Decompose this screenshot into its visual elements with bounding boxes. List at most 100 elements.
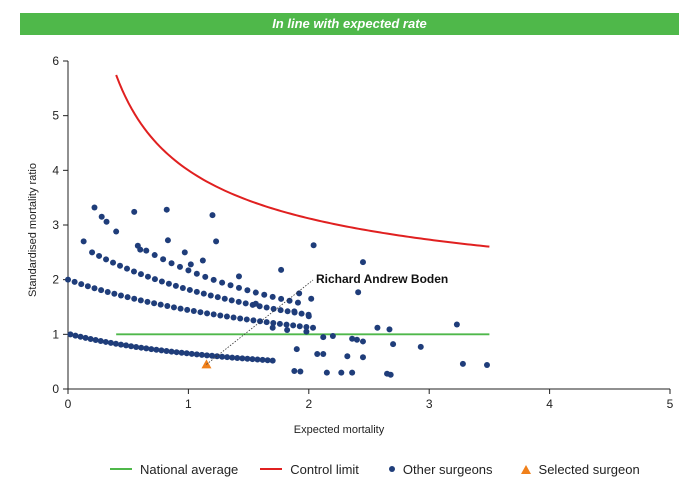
other-surgeon-point bbox=[296, 323, 303, 330]
other-surgeon-point bbox=[137, 297, 144, 304]
annotation-group: Richard Andrew Boden bbox=[206, 272, 448, 365]
other-surgeon-point bbox=[344, 353, 351, 360]
other-surgeon-point bbox=[286, 297, 293, 304]
status-banner: In line with expected rate bbox=[20, 13, 679, 35]
other-surgeon-point bbox=[269, 357, 276, 364]
other-surgeon-point bbox=[72, 332, 79, 339]
other-surgeon-point bbox=[65, 276, 71, 283]
other-surgeon-point bbox=[157, 301, 164, 308]
other-surgeon-point bbox=[209, 212, 216, 219]
other-surgeon-point bbox=[278, 295, 285, 302]
other-surgeon-point bbox=[163, 348, 170, 355]
other-surgeon-point bbox=[97, 337, 104, 344]
other-surgeon-point bbox=[163, 206, 170, 213]
other-surgeon-point bbox=[283, 321, 290, 328]
other-surgeon-point bbox=[235, 284, 242, 291]
other-surgeon-point bbox=[297, 368, 304, 375]
other-surgeon-point bbox=[239, 355, 246, 362]
legend-swatch-other-surgeons bbox=[388, 466, 395, 472]
other-surgeon-point bbox=[177, 305, 184, 312]
other-surgeon-point bbox=[82, 334, 89, 341]
other-surgeon-point bbox=[244, 355, 251, 362]
other-surgeon-point bbox=[349, 335, 356, 342]
other-surgeon-point bbox=[210, 311, 217, 318]
other-surgeon-point bbox=[293, 346, 300, 353]
other-surgeon-point bbox=[278, 266, 285, 273]
other-surgeon-point bbox=[244, 287, 251, 294]
reference-lines bbox=[115, 74, 490, 336]
other-surgeon-point bbox=[263, 304, 270, 311]
x-tick-label: 3 bbox=[426, 397, 433, 411]
other-surgeon-point bbox=[250, 317, 257, 324]
other-surgeon-point bbox=[148, 346, 155, 353]
other-surgeon-point bbox=[96, 252, 103, 259]
legend-item-selected-surgeon: Selected surgeon bbox=[515, 462, 640, 477]
other-surgeon-point bbox=[264, 357, 271, 364]
other-surgeon-point bbox=[303, 328, 310, 335]
other-surgeon-point bbox=[130, 268, 137, 275]
other-surgeon-point bbox=[190, 308, 197, 315]
other-surgeon-point bbox=[168, 348, 175, 355]
other-surgeon-point bbox=[172, 282, 179, 289]
other-surgeon-point bbox=[355, 289, 362, 296]
y-tick-label: 1 bbox=[52, 327, 59, 341]
other-surgeon-point bbox=[254, 356, 261, 363]
other-surgeon-point bbox=[77, 333, 84, 340]
other-surgeon-point bbox=[117, 292, 124, 299]
other-surgeon-point bbox=[84, 283, 91, 290]
other-surgeon-point bbox=[164, 303, 171, 310]
other-surgeon-point bbox=[296, 290, 303, 297]
other-surgeon-point bbox=[203, 352, 210, 359]
other-surgeon-point bbox=[243, 316, 250, 323]
x-tick-label: 4 bbox=[546, 397, 553, 411]
legend-label: Selected surgeon bbox=[538, 461, 640, 477]
other-surgeon-point bbox=[131, 295, 138, 302]
other-surgeon-point bbox=[128, 343, 135, 350]
other-surgeon-point bbox=[291, 367, 298, 374]
other-surgeon-point bbox=[234, 354, 241, 361]
other-surgeon-point bbox=[252, 300, 259, 307]
other-surgeon-point bbox=[98, 287, 105, 294]
x-tick-label: 2 bbox=[305, 397, 312, 411]
other-surgeon-point bbox=[290, 322, 297, 329]
legend-swatch-control-limit bbox=[260, 468, 283, 470]
other-surgeon-point bbox=[173, 349, 180, 356]
y-tick-label: 3 bbox=[52, 218, 59, 232]
legend-item-control-limit: Control limit bbox=[260, 462, 359, 477]
other-surgeon-point bbox=[235, 298, 242, 305]
other-surgeon-point bbox=[310, 324, 317, 331]
other-surgeon-point bbox=[111, 290, 118, 297]
other-surgeon-point bbox=[200, 290, 207, 297]
other-surgeon-point bbox=[143, 247, 150, 254]
other-surgeon-point bbox=[168, 260, 175, 267]
other-surgeon-point bbox=[103, 256, 110, 263]
other-surgeon-point bbox=[390, 341, 397, 348]
other-surgeon-point bbox=[138, 344, 145, 351]
other-surgeon-point bbox=[158, 278, 165, 285]
other-surgeon-point bbox=[210, 276, 217, 283]
other-surgeon-point bbox=[199, 257, 206, 264]
other-surgeon-point bbox=[323, 369, 330, 376]
other-surgeon-point bbox=[261, 291, 268, 298]
other-surgeon-point bbox=[353, 336, 360, 343]
other-surgeon-point bbox=[133, 343, 140, 350]
other-surgeon-point bbox=[252, 289, 259, 296]
y-tick-label: 5 bbox=[52, 109, 59, 123]
other-surgeon-point bbox=[78, 281, 85, 288]
other-surgeon-point bbox=[117, 341, 124, 348]
other-surgeon-point bbox=[214, 294, 221, 301]
other-surgeon-point bbox=[144, 298, 151, 305]
y-tick-label: 4 bbox=[52, 163, 59, 177]
other-surgeon-point bbox=[187, 261, 194, 268]
other-surgeon-point bbox=[144, 273, 151, 280]
other-surgeon-point bbox=[183, 350, 190, 357]
other-surgeon-point bbox=[102, 338, 109, 345]
legend-label: National average bbox=[140, 461, 239, 477]
other-surgeon-point bbox=[124, 294, 131, 301]
other-surgeon-point bbox=[223, 313, 230, 320]
other-surgeon-point bbox=[228, 297, 235, 304]
other-surgeon-point bbox=[291, 308, 298, 315]
other-surgeon-point bbox=[170, 304, 177, 311]
other-surgeon-point bbox=[181, 249, 188, 256]
